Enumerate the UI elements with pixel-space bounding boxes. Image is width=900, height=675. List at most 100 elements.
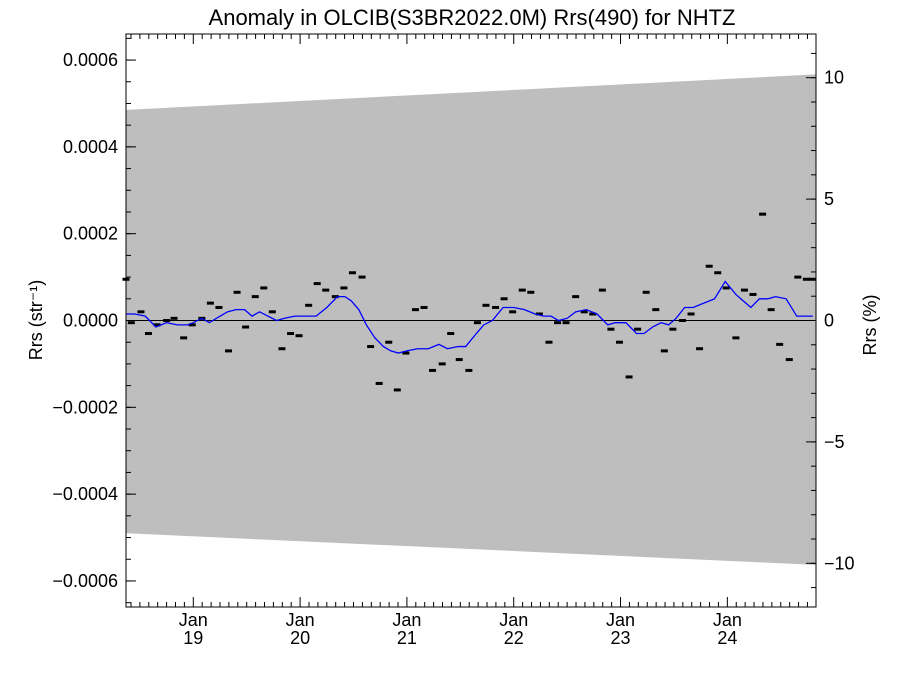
left-tick-label: 0.0006 <box>63 50 118 70</box>
x-tick-year: 20 <box>290 628 310 648</box>
data-point <box>429 368 437 372</box>
data-point <box>137 310 145 314</box>
data-point <box>233 290 241 294</box>
data-point <box>580 310 588 314</box>
data-point <box>696 347 704 351</box>
data-point <box>678 319 686 322</box>
right-tick-label: 0 <box>824 311 834 331</box>
data-point <box>809 277 817 281</box>
data-point <box>759 212 767 216</box>
data-point <box>492 305 500 309</box>
data-point <box>802 277 810 281</box>
data-point <box>465 368 473 372</box>
plot-area <box>122 33 817 608</box>
data-point <box>705 264 713 268</box>
uncertainty-band <box>126 74 816 565</box>
right-tick-label: 10 <box>824 68 844 88</box>
data-point <box>687 312 695 316</box>
data-point <box>295 334 303 338</box>
data-point <box>348 271 356 275</box>
data-point <box>482 303 490 307</box>
data-point <box>313 282 321 286</box>
data-point <box>572 295 580 299</box>
right-tick-label: 5 <box>824 189 834 209</box>
data-point <box>163 319 171 322</box>
data-point <box>776 342 784 346</box>
data-point <box>331 295 339 299</box>
data-point <box>305 303 313 307</box>
smoothed-series-line <box>126 280 813 354</box>
data-point <box>642 290 650 294</box>
x-tick-year: 22 <box>504 628 524 648</box>
data-point <box>732 336 740 340</box>
data-point <box>554 321 562 325</box>
data-point <box>170 316 178 320</box>
x-tick-year: 23 <box>611 628 631 648</box>
left-tick-label: −0.0004 <box>52 484 118 504</box>
left-y-axis: 0.0006 0.0004 0.0002 0.0000 −0.0002 −0.0004 −0… <box>52 37 136 604</box>
chart-title: Anomaly in OLCIB(S3BR2022.0M) Rrs(490) f… <box>209 5 736 30</box>
left-tick-label: 0.0000 <box>63 311 118 331</box>
data-point <box>660 349 668 353</box>
left-axis-label: Rrs (str⁻¹) <box>26 280 46 360</box>
data-point <box>749 292 757 296</box>
data-point <box>225 349 233 353</box>
data-point <box>278 347 286 351</box>
data-point <box>411 308 419 312</box>
data-point <box>562 321 570 325</box>
data-point <box>509 310 517 314</box>
data-point <box>535 312 543 316</box>
data-point <box>322 288 330 292</box>
data-point <box>447 332 455 336</box>
data-point <box>180 336 188 340</box>
data-point <box>127 321 135 325</box>
data-point <box>268 310 276 314</box>
x-tick-month: Jan <box>606 610 635 630</box>
x-tick-month: Jan <box>179 610 208 630</box>
data-point <box>215 305 223 309</box>
left-tick-label: 0.0004 <box>63 137 118 157</box>
data-point <box>144 332 152 336</box>
data-point <box>438 362 446 366</box>
data-point <box>206 301 214 305</box>
data-point <box>785 358 793 362</box>
data-point <box>367 345 375 349</box>
data-points <box>122 212 817 392</box>
data-point <box>634 327 642 331</box>
right-tick-label: −5 <box>824 432 845 452</box>
x-tick-month: Jan <box>392 610 421 630</box>
data-point <box>251 295 259 299</box>
data-point <box>740 288 748 292</box>
data-point <box>260 286 268 290</box>
data-point <box>286 332 294 336</box>
data-point <box>794 275 802 279</box>
data-point <box>615 340 623 344</box>
data-point <box>385 340 393 344</box>
data-point <box>545 340 553 344</box>
data-point <box>473 321 481 325</box>
data-point <box>607 327 615 331</box>
right-y-axis: 10 5 0 −5 −10 <box>806 52 855 589</box>
data-point <box>598 288 606 292</box>
data-point <box>375 381 383 385</box>
data-point <box>652 308 660 312</box>
data-point <box>188 323 196 327</box>
data-point <box>714 271 722 275</box>
data-point <box>153 323 161 327</box>
data-point <box>340 286 348 290</box>
data-point <box>420 305 428 309</box>
x-tick-year: 21 <box>397 628 417 648</box>
data-point <box>625 375 633 379</box>
x-tick-year: 24 <box>717 628 737 648</box>
data-point <box>358 275 366 279</box>
data-point <box>500 297 508 301</box>
left-tick-label: −0.0002 <box>52 397 118 417</box>
data-point <box>402 351 410 355</box>
left-tick-label: 0.0002 <box>63 224 118 244</box>
left-tick-label: −0.0006 <box>52 571 118 591</box>
data-point <box>527 290 535 294</box>
data-point <box>455 358 463 362</box>
data-point <box>767 308 775 312</box>
data-point <box>669 327 677 331</box>
